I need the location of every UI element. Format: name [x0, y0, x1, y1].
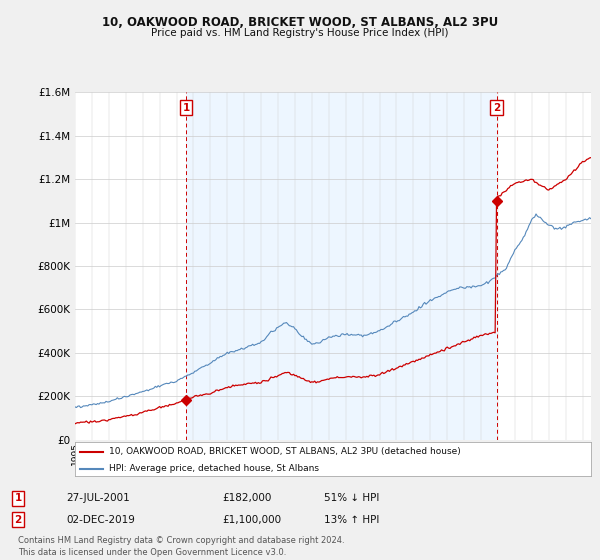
Text: 2: 2	[493, 103, 500, 113]
Text: 10, OAKWOOD ROAD, BRICKET WOOD, ST ALBANS, AL2 3PU: 10, OAKWOOD ROAD, BRICKET WOOD, ST ALBAN…	[102, 16, 498, 29]
Text: 02-DEC-2019: 02-DEC-2019	[66, 515, 135, 525]
Text: 13% ↑ HPI: 13% ↑ HPI	[324, 515, 379, 525]
Text: 10, OAKWOOD ROAD, BRICKET WOOD, ST ALBANS, AL2 3PU (detached house): 10, OAKWOOD ROAD, BRICKET WOOD, ST ALBAN…	[109, 447, 460, 456]
Text: 2: 2	[14, 515, 22, 525]
Text: 51% ↓ HPI: 51% ↓ HPI	[324, 493, 379, 503]
Text: 1: 1	[14, 493, 22, 503]
Text: 27-JUL-2001: 27-JUL-2001	[66, 493, 130, 503]
Text: £182,000: £182,000	[222, 493, 271, 503]
Text: £1,100,000: £1,100,000	[222, 515, 281, 525]
Bar	[186, 92, 497, 440]
Text: HPI: Average price, detached house, St Albans: HPI: Average price, detached house, St A…	[109, 464, 319, 473]
Text: 1: 1	[182, 103, 190, 113]
Text: Contains HM Land Registry data © Crown copyright and database right 2024.
This d: Contains HM Land Registry data © Crown c…	[18, 536, 344, 557]
Text: Price paid vs. HM Land Registry's House Price Index (HPI): Price paid vs. HM Land Registry's House …	[151, 28, 449, 38]
